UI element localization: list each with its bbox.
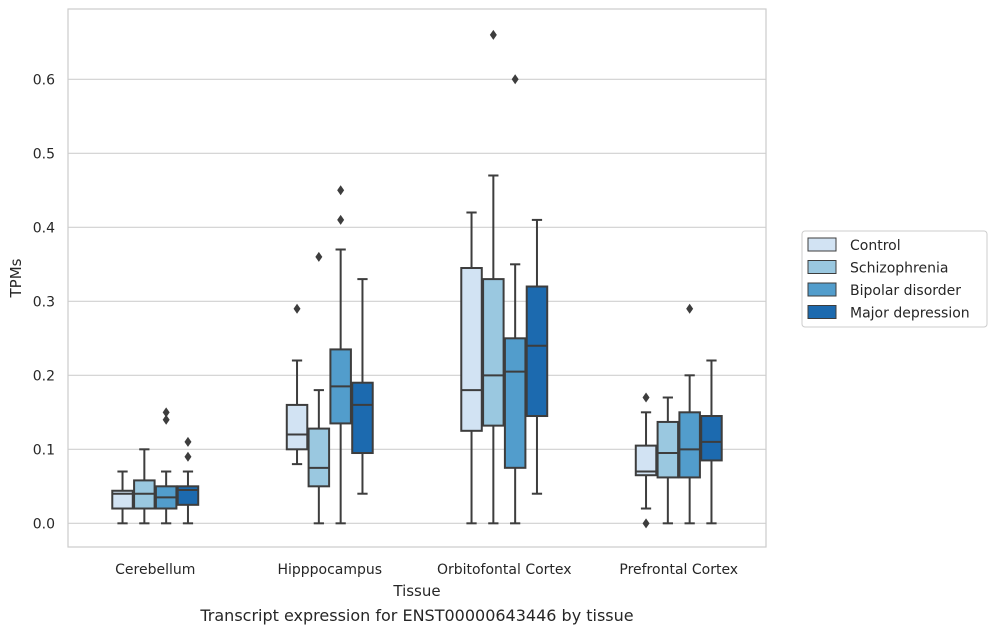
box-3-0 — [176, 436, 200, 525]
legend-label: Major depression — [850, 306, 970, 322]
x-tick-label: Cerebellum — [115, 562, 195, 578]
box-1-1 — [307, 251, 331, 525]
outlier-marker — [162, 414, 170, 425]
box-3-3 — [700, 359, 723, 525]
box-body — [700, 415, 723, 462]
outlier-marker — [162, 407, 170, 418]
outlier-marker — [184, 436, 192, 447]
y-axis-title: TPMs — [7, 258, 25, 298]
y-tick-label: 0.2 — [33, 368, 55, 384]
x-tick-label: Prefrontal Cortex — [619, 562, 738, 578]
box-0-3 — [634, 392, 658, 529]
outlier-marker — [184, 451, 192, 462]
box-2-1 — [329, 185, 352, 525]
legend-label: Control — [850, 238, 901, 254]
box-1-0 — [133, 448, 156, 525]
outlier-marker — [337, 185, 345, 196]
outlier-marker — [642, 518, 650, 529]
x-tick-label: Hipppocampus — [277, 562, 382, 578]
box-2-0 — [154, 407, 178, 525]
legend-label: Schizophrenia — [850, 261, 948, 277]
y-tick-labels: 0.0 0.1 0.2 0.3 0.4 0.5 0.6 — [33, 72, 55, 532]
y-tick-label: 0.4 — [33, 220, 55, 236]
x-tick-label: Orbitofontal Cortex — [437, 562, 572, 578]
box-0-0 — [111, 470, 134, 525]
legend-swatch — [807, 260, 837, 274]
outlier-marker — [315, 251, 323, 262]
box-0-2 — [460, 211, 483, 525]
legend-frame — [801, 230, 988, 328]
box-2-3 — [678, 303, 701, 525]
outlier-marker — [489, 29, 497, 40]
box-1-3 — [656, 396, 680, 525]
box-body — [111, 489, 134, 510]
legend-swatch — [807, 282, 837, 297]
outlier-marker — [642, 392, 650, 403]
box-body — [285, 403, 309, 451]
x-axis-title: Tissue — [392, 582, 440, 600]
legend-swatch — [807, 237, 837, 252]
box-body — [482, 278, 505, 427]
box-series — [111, 29, 723, 529]
y-tick-label: 0.6 — [33, 72, 55, 88]
outlier-marker — [686, 303, 694, 314]
legend: Control Schizophrenia Bipolar disorder Majo… — [801, 230, 988, 328]
box-body — [525, 285, 549, 418]
box-body — [678, 411, 701, 479]
outlier-marker — [337, 214, 345, 225]
plot-frame — [67, 8, 767, 548]
box-body — [307, 427, 331, 488]
box-3-2 — [525, 218, 549, 495]
legend-swatch — [807, 305, 837, 319]
x-tick-labels: Cerebellum Hipppocampus Orbitofontal Corte… — [115, 562, 738, 578]
box-body — [503, 337, 527, 469]
y-tick-label: 0.3 — [33, 294, 55, 310]
box-body — [656, 420, 680, 479]
y-tick-label: 0.1 — [33, 442, 55, 458]
y-tick-label: 0.0 — [33, 516, 55, 532]
box-body — [634, 444, 658, 477]
box-0-1 — [285, 303, 309, 466]
box-3-1 — [351, 278, 374, 495]
legend-label: Bipolar disorder — [850, 283, 961, 299]
box-2-2 — [503, 74, 527, 525]
chart-caption: Transcript expression for ENST0000064344… — [200, 606, 634, 625]
outlier-marker — [293, 303, 301, 314]
y-tick-label: 0.5 — [33, 146, 55, 162]
box-body — [351, 381, 374, 455]
box-1-2 — [482, 29, 505, 525]
grid-lines — [68, 78, 766, 524]
outlier-marker — [511, 74, 519, 85]
box-body — [460, 267, 483, 432]
